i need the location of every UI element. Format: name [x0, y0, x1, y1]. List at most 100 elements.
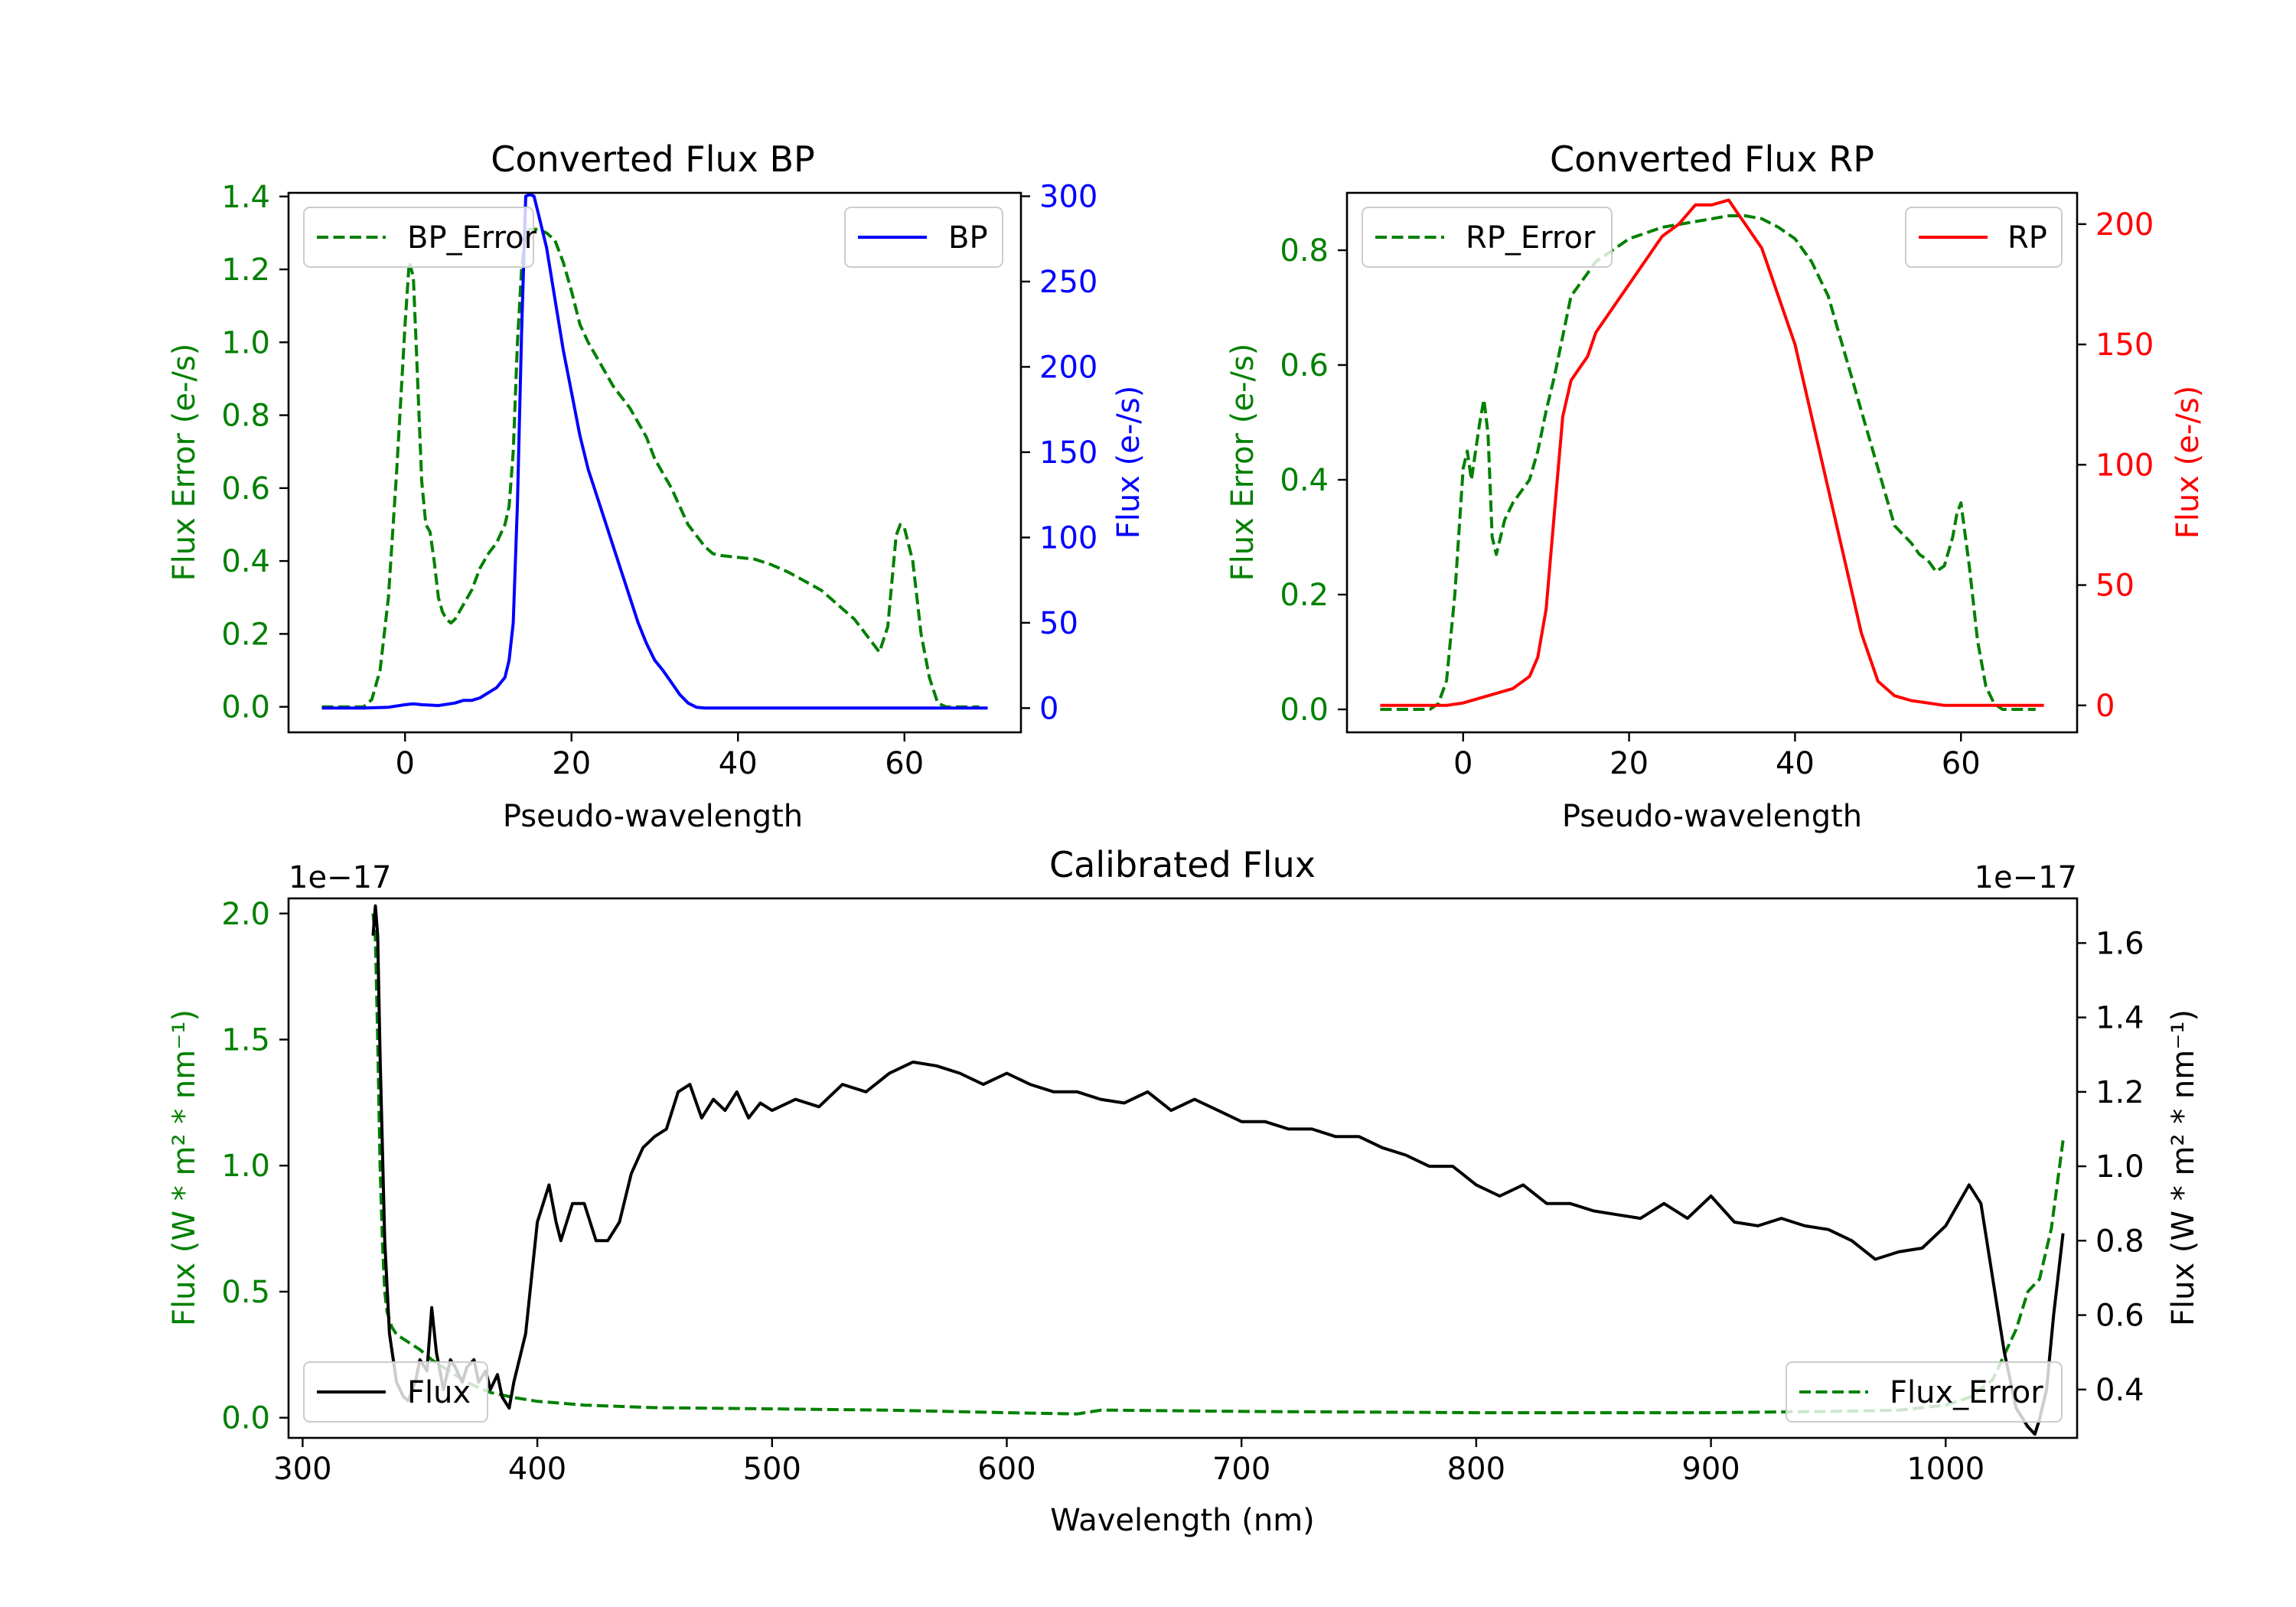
- legend-label: BP: [948, 220, 988, 256]
- bp-ylabel: Flux Error (e-/s): [167, 344, 202, 582]
- rp-rp_error-line: [1380, 214, 2036, 711]
- bp-legend-error: BP_Error: [303, 207, 537, 268]
- rp-series-error-group: [1380, 214, 2036, 711]
- rp-panel: Converted Flux RP 0 20 40 60 0.00.20.40.60.…: [1225, 139, 2206, 834]
- y-tick-label: 0.8: [221, 399, 270, 434]
- y-tick-label: 0.6: [221, 471, 270, 507]
- rp-xlabel: Pseudo-wavelength: [1562, 799, 1862, 834]
- y-tick-label: 0.4: [1280, 463, 1329, 498]
- y2-tick-label: 0: [1039, 691, 1058, 726]
- cal-y2-ticks: 0.4 0.6 0.8 1.0 1.2 1.4 1.6: [2077, 926, 2144, 1408]
- rp-legend-flux: RP: [1905, 207, 2063, 268]
- x-tick-label: 400: [508, 1452, 566, 1487]
- y2-tick-label: 0.6: [2095, 1299, 2144, 1334]
- y-tick-label: 0.6: [1280, 348, 1329, 383]
- cal-panel: Calibrated Flux 1e−17 1e−17 300 400 500 600…: [167, 844, 2201, 1538]
- y-tick-label: 2.0: [221, 897, 270, 932]
- y2-tick-label: 100: [1039, 520, 1097, 556]
- y2-tick-label: 1.4: [2095, 1001, 2144, 1036]
- bp-series-error-group: [321, 227, 980, 709]
- rp-ylabel: Flux Error (e-/s): [1225, 344, 1261, 582]
- x-tick-label: 20: [552, 746, 591, 781]
- x-tick-label: 0: [1453, 746, 1473, 781]
- bp-xlabel: Pseudo-wavelength: [503, 799, 803, 834]
- y2-tick-label: 50: [2095, 569, 2135, 604]
- bp-title: Converted Flux BP: [491, 139, 815, 180]
- bp-bp_error-line: [321, 227, 980, 709]
- y-tick-label: 0.0: [221, 1401, 270, 1436]
- y2-tick-label: 150: [1039, 435, 1097, 471]
- y2-tick-label: 0.4: [2095, 1373, 2144, 1408]
- y2-tick-label: 0.8: [2095, 1224, 2144, 1259]
- x-tick-label: 40: [1776, 746, 1815, 781]
- bp-y2label: Flux (e-/s): [1111, 386, 1146, 539]
- legend-box: [1362, 207, 1613, 268]
- cal-legend-flux: Flux: [303, 1361, 488, 1423]
- cal-plot-frame: [287, 897, 2079, 1439]
- cal-y2label: Flux (W * m² * nm⁻¹): [2166, 1009, 2201, 1326]
- cal-offset-right: 1e−17: [1975, 860, 2077, 895]
- y2-tick-label: 300: [1039, 179, 1097, 214]
- y2-tick-label: 100: [2095, 448, 2154, 483]
- cal-y-ticks: 0.0 0.5 1.0 1.5 2.0: [221, 897, 289, 1436]
- y2-tick-label: 1.0: [2095, 1149, 2144, 1185]
- y-tick-label: 1.2: [221, 253, 270, 288]
- y-tick-label: 1.0: [221, 1149, 270, 1184]
- bp-x-ticks: 0 20 40 60: [396, 732, 924, 781]
- x-tick-label: 700: [1212, 1452, 1270, 1487]
- x-tick-label: 60: [1942, 746, 1981, 781]
- y2-tick-label: 1.6: [2095, 926, 2144, 961]
- bp-y-ticks: 0.0 0.2 0.4 0.6 0.8 1.0 1.2 1.4: [221, 180, 289, 725]
- rp-legend-error: RP_Error: [1362, 207, 1613, 268]
- rp-plot-frame: [1345, 191, 2079, 734]
- y-tick-label: 0.0: [221, 690, 270, 725]
- y-tick-label: 1.5: [221, 1022, 270, 1058]
- bp-legend-flux: BP: [844, 207, 1003, 268]
- x-tick-label: 900: [1681, 1452, 1740, 1487]
- legend-label: RP_Error: [1466, 220, 1596, 256]
- y2-tick-label: 1.2: [2095, 1075, 2144, 1110]
- rp-rp-line: [1380, 198, 2044, 707]
- y-tick-label: 0.0: [1280, 693, 1329, 728]
- x-tick-label: 500: [743, 1452, 801, 1487]
- y2-tick-label: 0: [2095, 689, 2115, 724]
- y-tick-label: 0.8: [1280, 233, 1329, 269]
- rp-y-ticks: 0.0 0.2 0.4 0.6 0.8: [1280, 233, 1347, 728]
- rp-series-flux-group: [1380, 198, 2044, 707]
- rp-y2label: Flux (e-/s): [2170, 386, 2206, 539]
- x-tick-label: 1000: [1906, 1452, 1985, 1487]
- bp-bp-line: [321, 193, 988, 710]
- bp-y2-ticks: 0 50 100 150 200 250 300: [1021, 179, 1097, 726]
- cal-offset-left: 1e−17: [289, 860, 391, 895]
- y-tick-label: 1.4: [221, 180, 270, 215]
- legend-box: [303, 207, 534, 268]
- y2-tick-label: 150: [2095, 328, 2154, 363]
- x-tick-label: 0: [396, 746, 415, 781]
- x-tick-label: 20: [1609, 746, 1649, 781]
- y-tick-label: 0.4: [221, 544, 270, 579]
- x-tick-label: 300: [273, 1452, 331, 1487]
- cal-x-ticks: 300 400 500 600 700 800 900 1000: [273, 1438, 1985, 1487]
- legend-label: BP_Error: [407, 220, 537, 256]
- legend-label: RP: [2007, 220, 2047, 256]
- y2-tick-label: 50: [1039, 606, 1078, 641]
- y2-tick-label: 200: [1039, 350, 1097, 385]
- y2-tick-label: 200: [2095, 207, 2154, 243]
- y-tick-label: 1.0: [221, 325, 270, 360]
- legend-label: Flux: [407, 1375, 471, 1410]
- legend-box: [1786, 1361, 2063, 1423]
- x-tick-label: 40: [719, 746, 758, 781]
- cal-title: Calibrated Flux: [1049, 844, 1316, 885]
- legend-label: Flux_Error: [1890, 1375, 2043, 1410]
- bp-plot-frame: [287, 191, 1022, 734]
- bp-panel: Converted Flux BP 0 20 40 60 0.00.20.40.60.…: [167, 139, 1146, 834]
- y-tick-label: 0.2: [1280, 578, 1329, 613]
- rp-title: Converted Flux RP: [1550, 139, 1874, 180]
- cal-ylabel: Flux (W * m² * nm⁻¹): [167, 1009, 202, 1326]
- y-tick-label: 0.5: [221, 1275, 270, 1310]
- rp-x-ticks: 0 20 40 60: [1453, 732, 1981, 781]
- rp-y2-ticks: 0 50 100 150 200: [2077, 207, 2154, 724]
- x-tick-label: 60: [885, 746, 924, 781]
- bp-series-flux-group: [321, 193, 988, 710]
